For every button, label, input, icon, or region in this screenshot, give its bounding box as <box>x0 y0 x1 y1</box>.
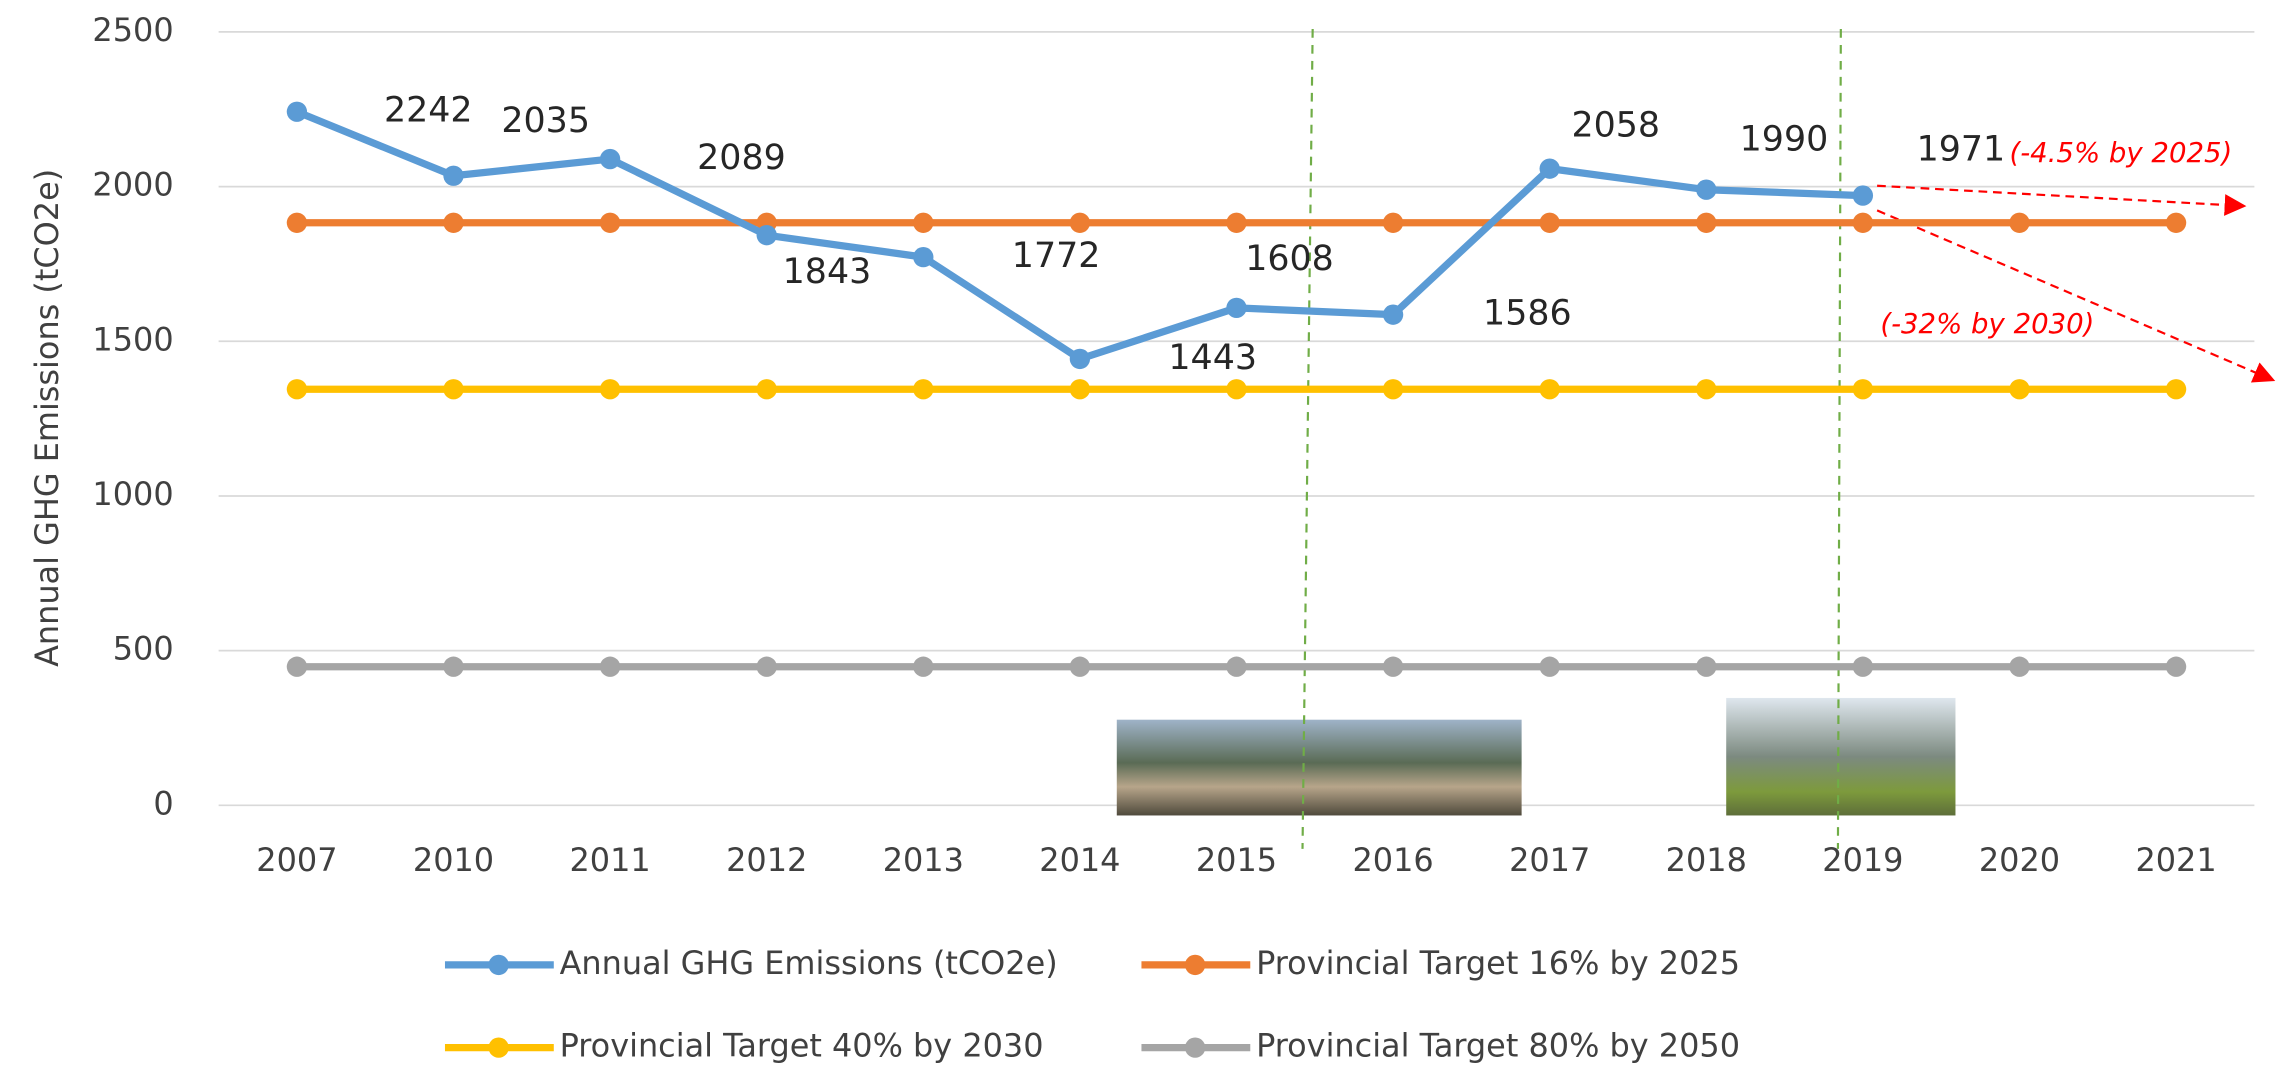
data-label: 2242 <box>384 91 473 131</box>
data-point <box>1696 213 1716 233</box>
x-tick-label: 2021 <box>2135 841 2216 879</box>
data-point <box>443 379 463 399</box>
data-point <box>1383 657 1403 677</box>
trend-arrow <box>1877 186 2244 206</box>
legend-label: Annual GHG Emissions (tCO2e) <box>560 944 1058 982</box>
data-point <box>2009 379 2029 399</box>
x-tick-label: 2011 <box>570 841 651 879</box>
data-point <box>913 657 933 677</box>
data-point <box>1226 298 1246 318</box>
data-point <box>287 102 307 122</box>
data-point <box>1383 379 1403 399</box>
y-tick-label: 0 <box>153 784 173 822</box>
data-label: 1586 <box>1483 294 1572 334</box>
data-label: 2089 <box>697 138 786 178</box>
data-point <box>757 657 777 677</box>
data-label: 1443 <box>1168 338 1257 378</box>
data-point <box>443 213 463 233</box>
data-point <box>2166 213 2186 233</box>
x-tick-label: 2016 <box>1352 841 1433 879</box>
x-tick-label: 2012 <box>726 841 807 879</box>
data-point <box>443 166 463 186</box>
x-tick-label: 2010 <box>413 841 494 879</box>
data-point <box>757 379 777 399</box>
x-tick-label: 2015 <box>1196 841 1277 879</box>
legend-marker <box>488 1037 508 1057</box>
data-point <box>1226 657 1246 677</box>
data-point <box>1540 657 1560 677</box>
data-point <box>1853 185 1873 205</box>
data-point <box>1696 180 1716 200</box>
x-tick-label: 2013 <box>883 841 964 879</box>
data-label: 1608 <box>1245 239 1334 279</box>
data-point <box>2009 213 2029 233</box>
data-point <box>600 149 620 169</box>
chart: (-4.5% by 2025) (-32% by 2030) Annual GH… <box>0 0 2280 1081</box>
annotation: (-32% by 2030) <box>1880 308 2094 340</box>
legend-label: Provincial Target 40% by 2030 <box>560 1027 1044 1065</box>
data-label: 1971 <box>1917 130 2006 170</box>
trend-arrow <box>1877 210 2273 380</box>
legend-marker <box>1185 955 1205 975</box>
data-point <box>1540 158 1560 178</box>
data-point <box>1696 657 1716 677</box>
x-tick-label: 2014 <box>1039 841 1120 879</box>
legend-label: Provincial Target 16% by 2025 <box>1256 944 1740 982</box>
data-point <box>1383 213 1403 233</box>
data-point <box>287 213 307 233</box>
data-point <box>913 213 933 233</box>
y-tick-label: 2000 <box>92 166 173 204</box>
x-tick-label: 2007 <box>256 841 337 879</box>
data-point <box>1853 213 1873 233</box>
data-label: 2058 <box>1571 106 1660 146</box>
x-tick-label: 2019 <box>1822 841 1903 879</box>
legend-marker <box>488 955 508 975</box>
data-point <box>1070 379 1090 399</box>
y-axis-title: Annual GHG Emissions (tCO2e) <box>28 169 66 667</box>
x-tick-label: 2017 <box>1509 841 1590 879</box>
data-point <box>600 213 620 233</box>
y-tick-label: 500 <box>113 630 174 668</box>
data-point <box>1226 379 1246 399</box>
data-label: 1772 <box>1012 236 1101 276</box>
data-label: 1843 <box>783 252 872 292</box>
data-label: 2035 <box>501 101 590 141</box>
data-point <box>1540 213 1560 233</box>
data-point <box>1696 379 1716 399</box>
data-point <box>1226 213 1246 233</box>
building-photo <box>1726 698 1955 816</box>
data-point <box>287 657 307 677</box>
annotation: (-4.5% by 2025) <box>2009 137 2232 169</box>
x-tick-label: 2018 <box>1666 841 1747 879</box>
data-point <box>757 225 777 245</box>
data-point <box>1853 657 1873 677</box>
data-point <box>287 379 307 399</box>
x-tick-label: 2020 <box>1979 841 2060 879</box>
y-tick-label: 1000 <box>92 475 173 513</box>
legend-marker <box>1185 1037 1205 1057</box>
data-point <box>2166 657 2186 677</box>
data-point <box>1070 349 1090 369</box>
data-point <box>913 247 933 267</box>
data-point <box>1070 657 1090 677</box>
data-point <box>2009 657 2029 677</box>
data-point <box>600 379 620 399</box>
y-tick-label: 2500 <box>92 11 173 49</box>
data-point <box>913 379 933 399</box>
data-label: 1990 <box>1740 119 1829 159</box>
data-point <box>1540 379 1560 399</box>
legend-label: Provincial Target 80% by 2050 <box>1256 1027 1740 1065</box>
data-point <box>1853 379 1873 399</box>
data-point <box>2166 379 2186 399</box>
data-point <box>1070 213 1090 233</box>
data-point <box>443 657 463 677</box>
building-photo <box>1117 720 1522 816</box>
data-point <box>1383 305 1403 325</box>
y-tick-label: 1500 <box>92 320 173 358</box>
data-point <box>600 657 620 677</box>
